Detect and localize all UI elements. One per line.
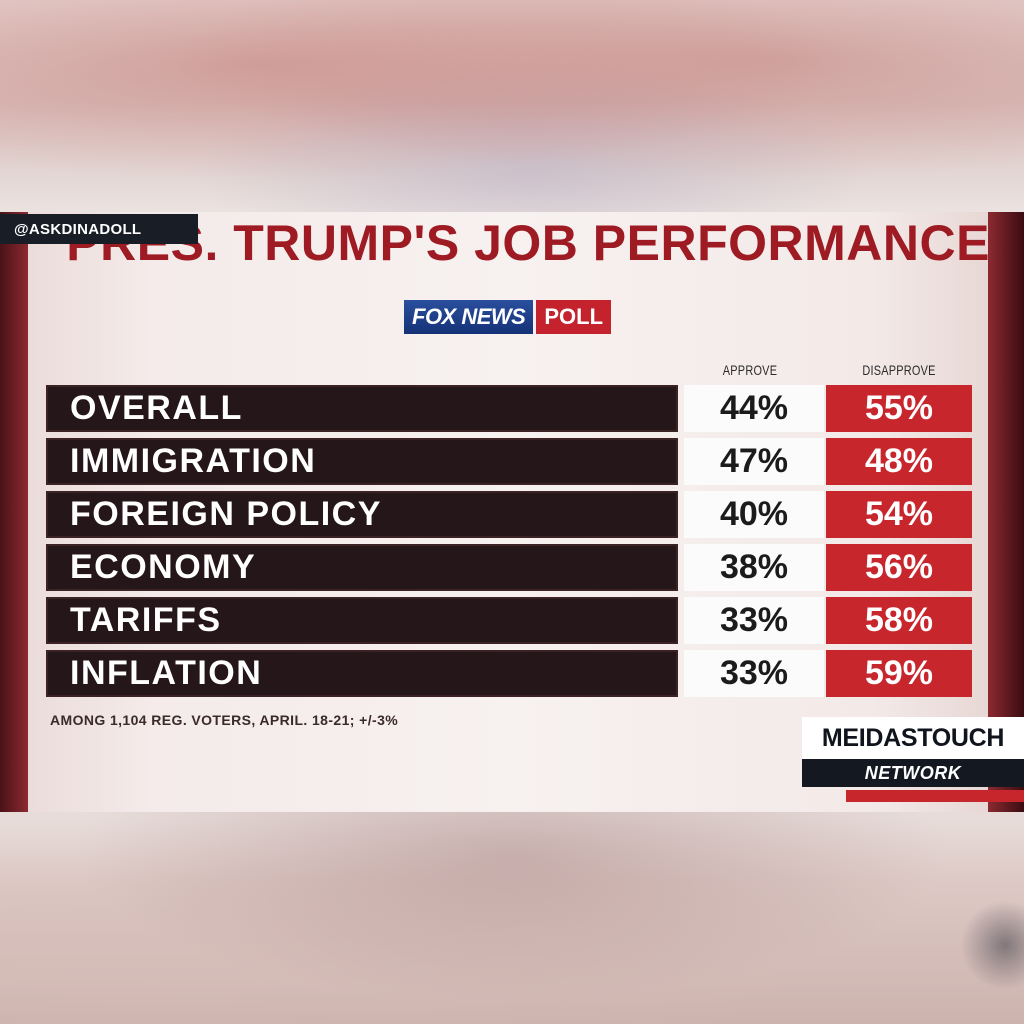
table-row: INFLATION 33% 59% <box>46 650 972 697</box>
right-side-bar <box>988 212 1024 812</box>
row-label: IMMIGRATION <box>46 438 678 485</box>
lower-third-red-strip <box>846 790 1024 802</box>
approve-value: 33% <box>684 597 824 644</box>
row-label: ECONOMY <box>46 544 678 591</box>
row-label: TARIFFS <box>46 597 678 644</box>
disapprove-value: 58% <box>826 597 972 644</box>
approve-value: 40% <box>684 491 824 538</box>
table-row: ECONOMY 38% 56% <box>46 544 972 591</box>
table-row: OVERALL 44% 55% <box>46 385 972 432</box>
disapprove-value: 48% <box>826 438 972 485</box>
table-row: IMMIGRATION 47% 48% <box>46 438 972 485</box>
blurred-background-top <box>0 0 1024 212</box>
disapprove-value: 59% <box>826 650 972 697</box>
column-header-approve: APPROVE <box>722 362 778 378</box>
blurred-background-bottom <box>0 812 1024 1024</box>
disapprove-value: 56% <box>826 544 972 591</box>
disapprove-value: 55% <box>826 385 972 432</box>
poll-results-table: OVERALL 44% 55% IMMIGRATION 47% 48% FORE… <box>46 385 972 703</box>
approve-value: 33% <box>684 650 824 697</box>
chart-title: PRES. TRUMP'S JOB PERFORMANCE <box>66 215 990 271</box>
network-watermark: MEIDASTOUCH NETWORK <box>802 717 1024 789</box>
row-label: OVERALL <box>46 385 678 432</box>
approve-value: 38% <box>684 544 824 591</box>
approve-value: 47% <box>684 438 824 485</box>
column-header-disapprove: DISAPPROVE <box>862 362 936 378</box>
poll-logo-text: POLL <box>536 300 612 334</box>
fox-news-logo-text: FOX NEWS <box>404 300 534 334</box>
table-row: FOREIGN POLICY 40% 54% <box>46 491 972 538</box>
table-row: TARIFFS 33% 58% <box>46 597 972 644</box>
account-handle-tag: @ASKDINADOLL <box>0 214 198 244</box>
network-subtitle: NETWORK <box>802 759 1024 787</box>
poll-footnote: AMONG 1,104 REG. VOTERS, APRIL. 18-21; +… <box>50 712 399 728</box>
network-name: MEIDASTOUCH <box>802 717 1024 759</box>
fox-news-poll-logo: FOX NEWS POLL <box>404 300 612 334</box>
disapprove-value: 54% <box>826 491 972 538</box>
row-label: INFLATION <box>46 650 678 697</box>
row-label: FOREIGN POLICY <box>46 491 678 538</box>
approve-value: 44% <box>684 385 824 432</box>
left-side-bar <box>0 212 28 812</box>
blurred-corner-shape <box>960 900 1024 990</box>
